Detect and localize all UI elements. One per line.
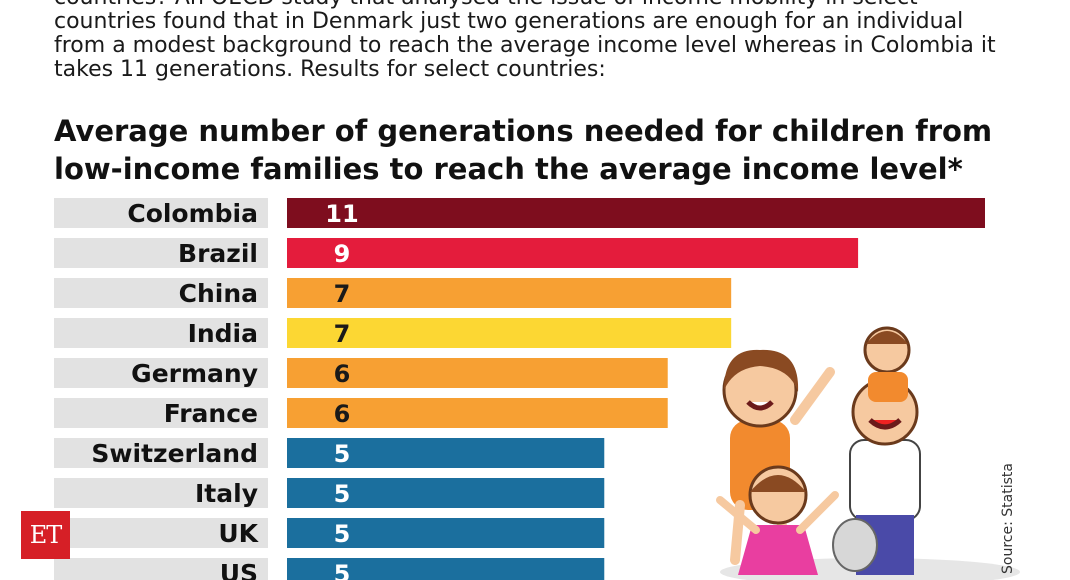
category-label-bg bbox=[54, 198, 268, 228]
category-label: Brazil bbox=[178, 239, 258, 268]
bar bbox=[287, 398, 668, 428]
category-label: France bbox=[164, 399, 258, 428]
family-illustration bbox=[716, 326, 1020, 580]
bar bbox=[287, 518, 605, 548]
category-label: US bbox=[220, 559, 258, 580]
category-label: Germany bbox=[131, 359, 258, 388]
category-label-bg bbox=[54, 278, 268, 308]
value-label: 5 bbox=[334, 520, 351, 548]
category-label-bg bbox=[54, 318, 268, 348]
category-label-bg bbox=[54, 558, 268, 580]
category-label: India bbox=[188, 319, 258, 348]
source-text: Source: Statista bbox=[1000, 463, 1016, 574]
intro-paragraph: countries? An OECD study that analysed t… bbox=[54, 0, 996, 82]
bar bbox=[287, 198, 985, 228]
value-label: 7 bbox=[334, 320, 351, 348]
category-label: Italy bbox=[195, 479, 258, 508]
bar bbox=[287, 438, 605, 468]
value-label: 11 bbox=[325, 200, 358, 228]
bar bbox=[287, 318, 732, 348]
category-label-bg bbox=[54, 478, 268, 508]
category-label-bg bbox=[54, 398, 268, 428]
value-label: 5 bbox=[334, 480, 351, 508]
value-label: 5 bbox=[334, 440, 351, 468]
bar bbox=[287, 358, 668, 388]
category-label: Switzerland bbox=[91, 439, 258, 468]
chart-title: Average number of generations needed for… bbox=[54, 114, 993, 186]
category-label: UK bbox=[218, 519, 259, 548]
value-label: 5 bbox=[334, 560, 351, 580]
bar bbox=[287, 558, 605, 580]
category-label-bg bbox=[54, 518, 268, 548]
value-label: 6 bbox=[334, 400, 351, 428]
category-label-bg bbox=[54, 238, 268, 268]
category-label: China bbox=[179, 279, 258, 308]
value-label: 6 bbox=[334, 360, 351, 388]
value-label: 9 bbox=[334, 240, 351, 268]
category-label: Colombia bbox=[127, 199, 258, 228]
bar bbox=[287, 278, 732, 308]
bar bbox=[287, 238, 859, 268]
category-label-bg bbox=[54, 438, 268, 468]
et-logo: ET bbox=[21, 511, 70, 559]
value-label: 7 bbox=[334, 280, 351, 308]
source-credit: Source: Statista bbox=[988, 463, 1028, 580]
category-label-bg bbox=[54, 358, 268, 388]
bar bbox=[287, 478, 605, 508]
